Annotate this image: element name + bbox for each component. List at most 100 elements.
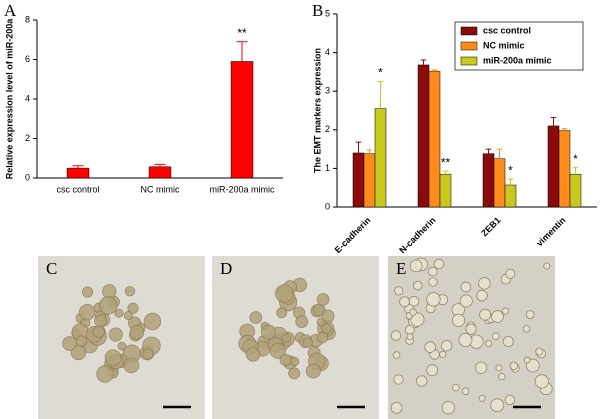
cell <box>523 356 531 364</box>
y-tick-label: 8 <box>25 14 30 24</box>
y-tick-label: 2 <box>325 124 330 134</box>
cell <box>426 364 439 377</box>
legend-label: csc control <box>483 25 531 35</box>
x-tick-label: E-cadherin <box>333 215 373 255</box>
bar <box>493 158 506 208</box>
bar <box>352 152 365 208</box>
cell <box>427 266 438 277</box>
cell <box>81 286 94 298</box>
cell <box>393 374 404 385</box>
cell <box>96 365 114 383</box>
cell <box>295 315 309 328</box>
bar <box>569 173 582 208</box>
cell <box>143 312 162 331</box>
cell <box>75 335 88 347</box>
y-tick-label: 4 <box>25 93 30 103</box>
cell <box>102 284 117 299</box>
x-tick-label: N-cadherin <box>397 215 437 255</box>
cell <box>94 314 107 328</box>
cell <box>316 293 330 306</box>
panel-label: E <box>396 259 406 278</box>
bar <box>482 153 495 208</box>
significance-label: * <box>508 163 513 177</box>
bar <box>428 70 441 208</box>
cell <box>505 268 516 279</box>
panel-label: C <box>46 259 57 278</box>
x-tick-label: miR-200a mimic <box>209 184 275 194</box>
y-tick-label: 6 <box>25 54 30 64</box>
y-tick-label: 1 <box>325 163 330 173</box>
cell <box>92 325 105 339</box>
cell <box>441 340 453 352</box>
x-tick-label: vimentin <box>534 215 567 248</box>
cell <box>492 332 500 340</box>
cell <box>490 398 505 413</box>
cell <box>498 372 506 381</box>
cell <box>461 387 470 396</box>
cell <box>406 333 414 341</box>
cell <box>390 401 403 414</box>
cell <box>260 324 276 340</box>
cell <box>458 332 473 347</box>
cell <box>478 394 486 402</box>
cell <box>543 262 551 270</box>
cell <box>316 331 329 344</box>
x-tick-label: ZEB1 <box>479 215 502 238</box>
cell <box>321 309 335 323</box>
cell <box>123 310 133 321</box>
cell <box>433 258 445 270</box>
cell <box>534 374 549 389</box>
cell <box>321 323 332 334</box>
y-axis-title: The EMT markers expression <box>312 48 322 173</box>
bar <box>504 184 517 208</box>
cell <box>409 259 423 273</box>
cell <box>504 394 516 406</box>
cell <box>98 296 118 315</box>
legend-label: miR-200a mimic <box>483 55 552 65</box>
cell <box>288 367 301 380</box>
cell <box>525 310 535 320</box>
cell <box>79 303 96 321</box>
cell <box>104 349 122 367</box>
cell <box>424 341 437 353</box>
cell <box>413 280 423 291</box>
cell <box>108 327 123 342</box>
cell <box>127 302 139 314</box>
cell <box>390 330 402 341</box>
cell <box>123 357 140 374</box>
cell <box>281 333 292 343</box>
cell <box>535 347 544 356</box>
bar <box>547 125 560 208</box>
cell <box>142 348 154 360</box>
y-tick-label: 5 <box>325 8 330 18</box>
cell <box>275 284 294 303</box>
significance-label: ** <box>237 26 247 40</box>
cell <box>117 341 127 351</box>
y-tick-label: 0 <box>25 172 30 182</box>
cell <box>124 286 136 297</box>
cell <box>415 375 428 387</box>
cell <box>410 312 425 327</box>
cell <box>129 324 145 340</box>
panel-label: B <box>312 1 323 20</box>
bar <box>230 61 254 179</box>
cell <box>279 354 292 367</box>
x-tick-label: csc control <box>56 184 99 194</box>
cell <box>522 325 531 333</box>
legend-label: NC mimic <box>483 40 525 50</box>
cell <box>408 295 420 307</box>
cell <box>485 339 493 348</box>
significance-label: * <box>573 152 578 166</box>
cell <box>495 364 503 372</box>
cell <box>465 323 477 335</box>
cell <box>441 401 456 415</box>
cell <box>305 363 321 379</box>
cell <box>459 294 473 308</box>
bar <box>439 173 452 208</box>
cell <box>302 337 313 348</box>
cell <box>276 307 288 319</box>
cell <box>392 351 401 359</box>
panel-label: D <box>220 259 232 278</box>
y-axis-title: Relative expression level of miR-200a <box>4 18 14 180</box>
